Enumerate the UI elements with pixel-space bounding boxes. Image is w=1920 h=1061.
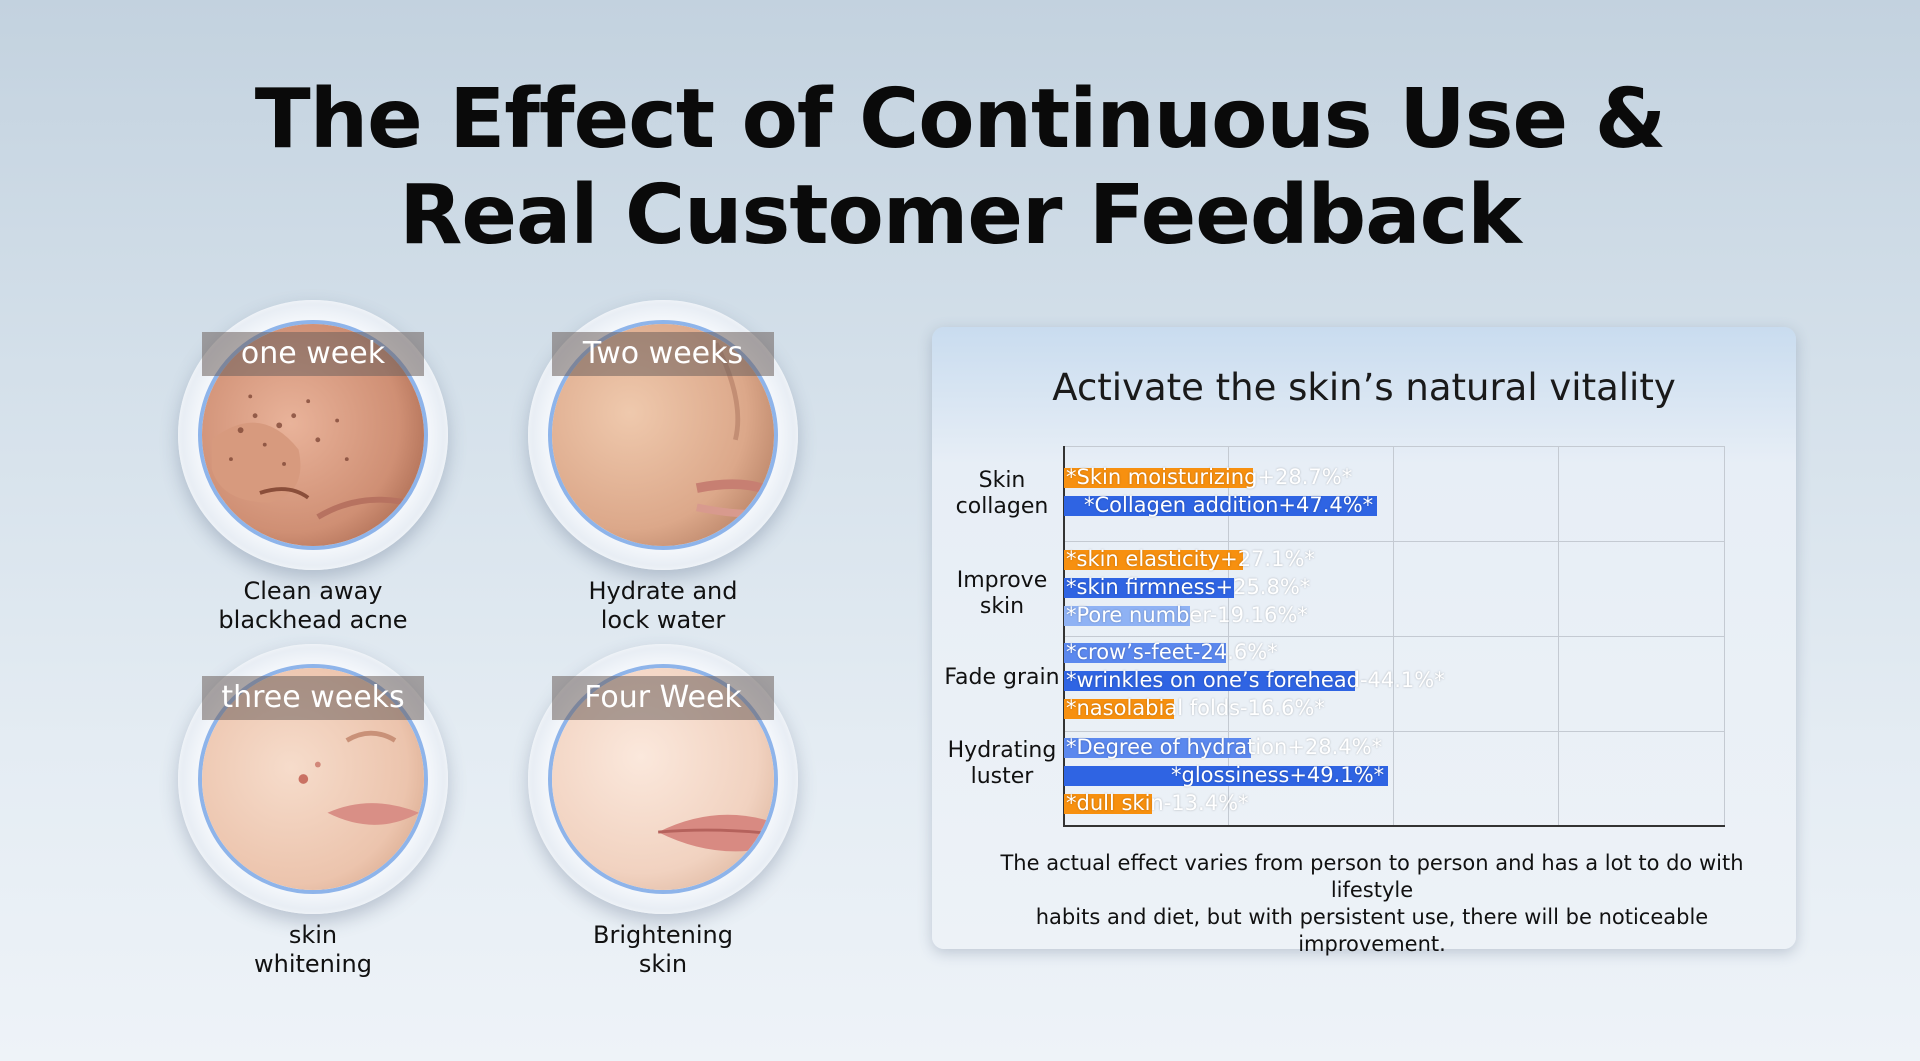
week-label: one week (202, 332, 424, 376)
caption-line: Brightening (593, 921, 733, 949)
week-caption: Brightening skin (508, 921, 818, 979)
bar-4: *Pore number-19.16%* (1064, 603, 1308, 627)
disclaimer-line: The actual effect varies from person to … (1000, 851, 1744, 902)
bar-10: *dull skin-13.4%* (1064, 791, 1249, 815)
caption-line: lock water (600, 606, 726, 634)
category-label-improve-skin: Improve skin (932, 568, 1072, 620)
bar-label: *nasolabial folds-16.6%* (1066, 696, 1325, 720)
caption-line: blackhead acne (218, 606, 408, 634)
bar-label: *dull skin-13.4%* (1066, 791, 1249, 815)
week-caption: Hydrate and lock water (508, 577, 818, 635)
category-label-hydrating-luster: Hydrating luster (932, 738, 1072, 790)
bar-6: *wrinkles on one’s forehead-44.1%* (1064, 668, 1445, 692)
week-caption: skin whitening (158, 921, 468, 979)
caption-line: skin (638, 950, 688, 978)
caption-line: Clean away (243, 577, 383, 605)
caption-line: skin (288, 921, 338, 949)
bar-1: *Collagen addition+47.4%* (1064, 493, 1377, 517)
week-caption: Clean away blackhead acne (158, 577, 468, 635)
page-title-line-1: The Effect of Continuous Use & (254, 72, 1666, 167)
bar-0: *Skin moisturizing+28.7%* (1064, 465, 1352, 489)
gridline-horizontal (1063, 446, 1725, 447)
bar-label: *Collagen addition+47.4%* (1084, 493, 1374, 517)
chart-panel (932, 327, 1796, 949)
caption-line: whitening (253, 950, 372, 978)
category-label-line: Skin (978, 468, 1026, 493)
bar-label: *skin elasticity+27.1%* (1066, 547, 1315, 571)
bar-label: *skin firmness+25.8%* (1066, 575, 1311, 599)
disclaimer-note: The actual effect varies from person to … (962, 850, 1782, 958)
category-label-line: Hydrating (947, 738, 1057, 763)
bar-3: *skin firmness+25.8%* (1064, 575, 1310, 599)
week-label: Two weeks (552, 332, 774, 376)
y-axis-line (1063, 446, 1065, 826)
category-label-line: Fade grain (944, 665, 1060, 690)
bar-7: *nasolabial folds-16.6%* (1064, 696, 1325, 720)
category-label-line: luster (970, 764, 1034, 789)
disclaimer-line: habits and diet, but with persistent use… (1035, 905, 1709, 956)
category-label-line: collagen (955, 494, 1049, 519)
bar-label: *wrinkles on one’s forehead-44.1%* (1066, 668, 1445, 692)
bar-label: *Degree of hydration+28.4%* (1066, 735, 1383, 759)
bar-2: *skin elasticity+27.1%* (1064, 547, 1315, 571)
chart-title: Activate the skin’s natural vitality (1052, 366, 1676, 409)
category-label-skin-collagen: Skin collagen (932, 468, 1072, 520)
page-title-line-2: Real Customer Feedback (399, 168, 1521, 263)
bar-5: *crow’s-feet-24.6%* (1064, 640, 1278, 664)
bar-label: *crow’s-feet-24.6%* (1066, 640, 1278, 664)
category-label-line: Improve (956, 568, 1048, 593)
bar-9: *glossiness+49.1%* (1064, 763, 1388, 787)
caption-line: Hydrate and (588, 577, 738, 605)
bar-8: *Degree of hydration+28.4%* (1064, 735, 1382, 759)
bar-label: *Pore number-19.16%* (1066, 603, 1308, 627)
x-axis-line (1063, 825, 1725, 827)
gridline-horizontal (1063, 636, 1725, 637)
week-label: three weeks (202, 676, 424, 720)
bar-label: *Skin moisturizing+28.7%* (1066, 465, 1353, 489)
category-label-line: skin (979, 594, 1025, 619)
category-label-fade-grain: Fade grain (932, 665, 1072, 691)
gridline-horizontal (1063, 731, 1725, 732)
week-label: Four Week (552, 676, 774, 720)
bar-label: *glossiness+49.1%* (1171, 763, 1385, 787)
gridline-horizontal (1063, 541, 1725, 542)
bar-chart-plot: *Skin moisturizing+28.7%* *Collagen addit… (1063, 446, 1725, 827)
